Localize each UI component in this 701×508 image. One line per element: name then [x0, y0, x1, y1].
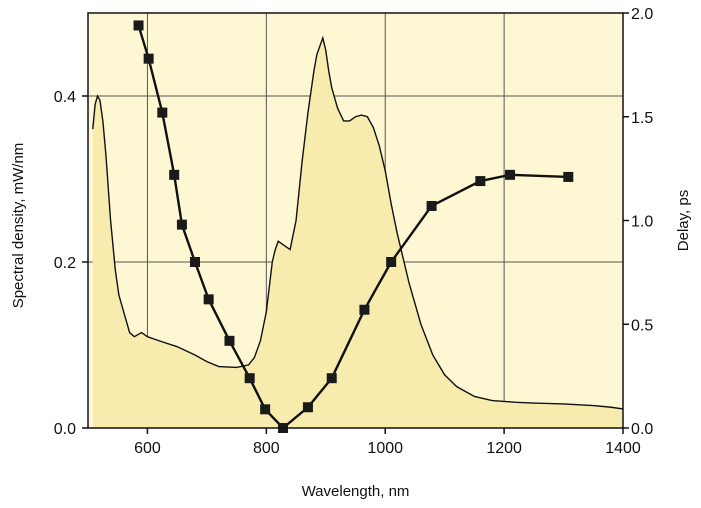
y2-tick-label: 0.0 — [631, 421, 653, 438]
delay-marker — [176, 219, 187, 230]
delay-marker — [133, 20, 144, 31]
delay-marker — [359, 304, 370, 315]
delay-marker — [260, 404, 271, 415]
x-axis-label: Wavelength, nm — [302, 483, 410, 500]
y-axis-label: Spectral density, mW/nm — [10, 143, 27, 309]
spectral-density-line — [92, 35, 624, 410]
x-tick-label: 1200 — [486, 440, 522, 457]
delay-marker — [426, 200, 437, 211]
delay-marker — [157, 107, 168, 118]
delay-marker — [326, 373, 337, 384]
delay-marker — [563, 171, 574, 182]
y2-tick-label: 1.0 — [631, 214, 653, 231]
delay-marker — [224, 335, 235, 346]
spectral-density-area — [92, 37, 623, 429]
delay-marker — [203, 294, 214, 305]
y-tick-label: 0.4 — [54, 89, 76, 106]
delay-marker — [475, 176, 486, 187]
y2-axis-label: Delay, ps — [675, 190, 692, 251]
tick-labels: 600 800 1000 1200 1400 0.0 0.2 0.4 0.0 0.5 1.0 1.5 2… — [54, 6, 654, 457]
x-tick-label: 600 — [134, 440, 161, 457]
y2-tick-label: 2.0 — [631, 6, 653, 23]
x-tick-label: 1400 — [605, 440, 641, 457]
y2-tick-label: 0.5 — [631, 317, 653, 334]
delay-marker — [143, 53, 154, 64]
x-tick-label: 1000 — [367, 440, 403, 457]
delay-marker — [244, 373, 255, 384]
y-tick-label: 0.2 — [54, 255, 76, 272]
delay-marker — [386, 257, 397, 267]
delay-marker — [505, 169, 516, 180]
x-tick-label: 800 — [253, 440, 280, 457]
delay-marker — [190, 257, 200, 267]
y2-tick-label: 1.5 — [631, 110, 653, 127]
delay-marker — [302, 402, 313, 413]
y-tick-label: 0.0 — [54, 421, 76, 438]
axis-ticks — [82, 12, 629, 434]
delay-marker — [169, 169, 180, 180]
